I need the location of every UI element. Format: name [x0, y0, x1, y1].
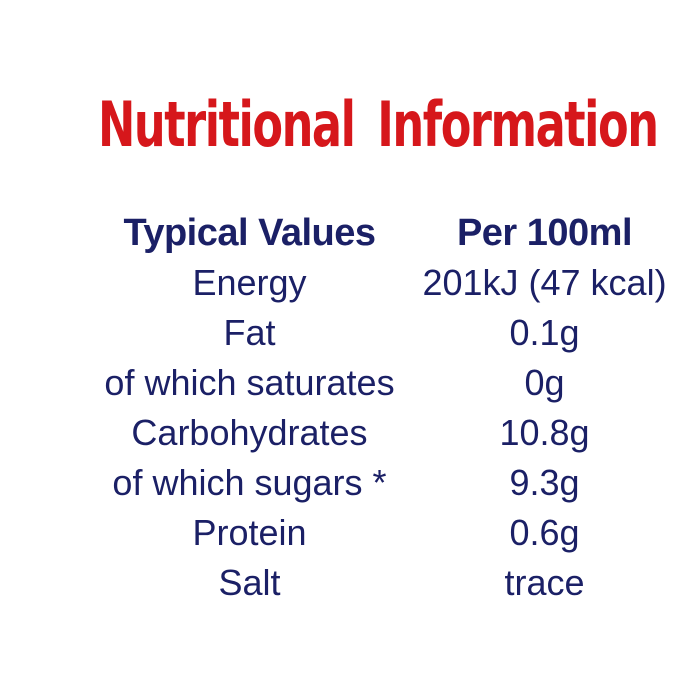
row-sugars-label: of which sugars * [112, 462, 387, 503]
page-title: Nutritional Information [97, 88, 659, 161]
row-saturates-label: of which saturates [104, 362, 395, 403]
row-fat-value: 0.1g [509, 312, 580, 353]
row-protein-label: Protein [192, 512, 307, 553]
column-header-per-100ml: Per 100ml [456, 211, 633, 254]
row-energy-value: 201kJ (47 kcal) [422, 262, 667, 303]
row-salt-value: trace [504, 562, 585, 603]
row-energy-label: Energy [192, 262, 307, 303]
row-saturates-value: 0g [524, 362, 565, 403]
row-sugars-value: 9.3g [509, 462, 580, 503]
column-header-typical-values: Typical Values [123, 211, 376, 254]
row-carbohydrates-value: 10.8g [499, 412, 590, 453]
nutrition-table: Typical Values Per 100ml Energy 201kJ (4… [72, 208, 667, 608]
row-salt-label: Salt [218, 562, 281, 603]
row-carbohydrates-label: Carbohydrates [131, 412, 368, 453]
row-fat-label: Fat [223, 312, 276, 353]
row-protein-value: 0.6g [509, 512, 580, 553]
